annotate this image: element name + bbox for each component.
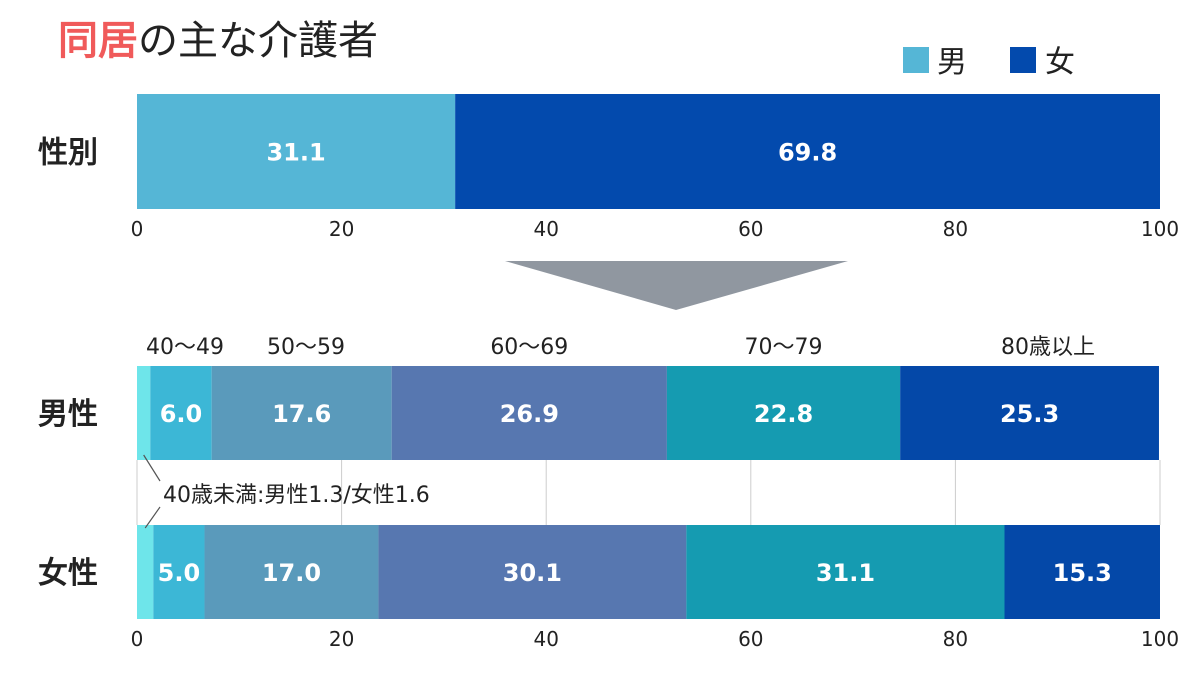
- bar-segment: [686, 525, 1005, 619]
- tick-label: 60: [738, 217, 763, 241]
- tick-label: 100: [1141, 627, 1179, 651]
- bar-segment: [153, 525, 205, 619]
- data-label: 31.1: [266, 139, 325, 167]
- bar-segment: [666, 366, 901, 460]
- title-highlight: 同居: [58, 18, 138, 64]
- bar-segment: [204, 525, 379, 619]
- legend-label: 女: [1045, 45, 1075, 80]
- tick-label: 20: [329, 217, 354, 241]
- legend-label: 男: [937, 45, 967, 80]
- data-label: 30.1: [503, 559, 562, 587]
- tick-label: 0: [131, 217, 144, 241]
- series-label: 70〜79: [745, 335, 823, 360]
- tick-label: 40: [533, 627, 558, 651]
- bar-segment: [391, 366, 667, 460]
- bar-segment: [1004, 525, 1160, 619]
- bar-segment: [137, 525, 154, 619]
- title-rest: の主な介護者: [138, 18, 378, 64]
- tick-label: 80: [943, 627, 968, 651]
- bar-segment: [455, 94, 1160, 209]
- tick-label: 40: [533, 217, 558, 241]
- tick-label: 80: [943, 217, 968, 241]
- bar-segment: [211, 366, 392, 460]
- annotation-under40: 40歳未満:男性1.3/女性1.6: [163, 483, 430, 508]
- legend: 男女: [903, 45, 1075, 80]
- annotation-leader: [144, 506, 161, 529]
- down-arrow-icon: [505, 261, 848, 310]
- data-label: 17.6: [272, 400, 331, 428]
- data-label: 17.0: [262, 559, 321, 587]
- annotation-leader: [143, 454, 161, 482]
- data-label: 22.8: [754, 400, 813, 428]
- series-label: 80歳以上: [1001, 335, 1095, 360]
- bar-segment: [137, 366, 151, 460]
- legend-swatch: [903, 47, 929, 73]
- gender-chart: 性別 31.1 69.8 0 20 40 60 80 100: [38, 94, 1179, 241]
- category-label: 性別: [38, 136, 98, 171]
- data-label: 25.3: [1000, 400, 1059, 428]
- tick-label: 100: [1141, 217, 1179, 241]
- legend-swatch: [1010, 47, 1036, 73]
- bar-segment: [150, 366, 212, 460]
- tick-label: 60: [738, 627, 763, 651]
- series-label: 50〜59: [267, 335, 345, 360]
- category-label: 女性: [38, 556, 98, 591]
- data-label: 15.3: [1053, 559, 1112, 587]
- tick-label: 0: [131, 627, 144, 651]
- data-label: 26.9: [500, 400, 559, 428]
- age-chart: 男性 6.0 17.6 26.9 22.8 25.3 女性 5.0 17.0 30.1 31.1 15…: [38, 335, 1179, 651]
- bar-segment: [900, 366, 1159, 460]
- bar-segment: [137, 94, 456, 209]
- data-label: 6.0: [160, 400, 203, 428]
- data-label: 69.8: [778, 139, 837, 167]
- series-label: 40〜49: [146, 335, 224, 360]
- tick-label: 20: [329, 627, 354, 651]
- series-label: 60〜69: [490, 335, 568, 360]
- data-label: 31.1: [816, 559, 875, 587]
- category-label: 男性: [38, 397, 98, 432]
- bar-segment: [378, 525, 687, 619]
- data-label: 5.0: [158, 559, 201, 587]
- chart-title: 同居の主な介護者: [58, 18, 378, 64]
